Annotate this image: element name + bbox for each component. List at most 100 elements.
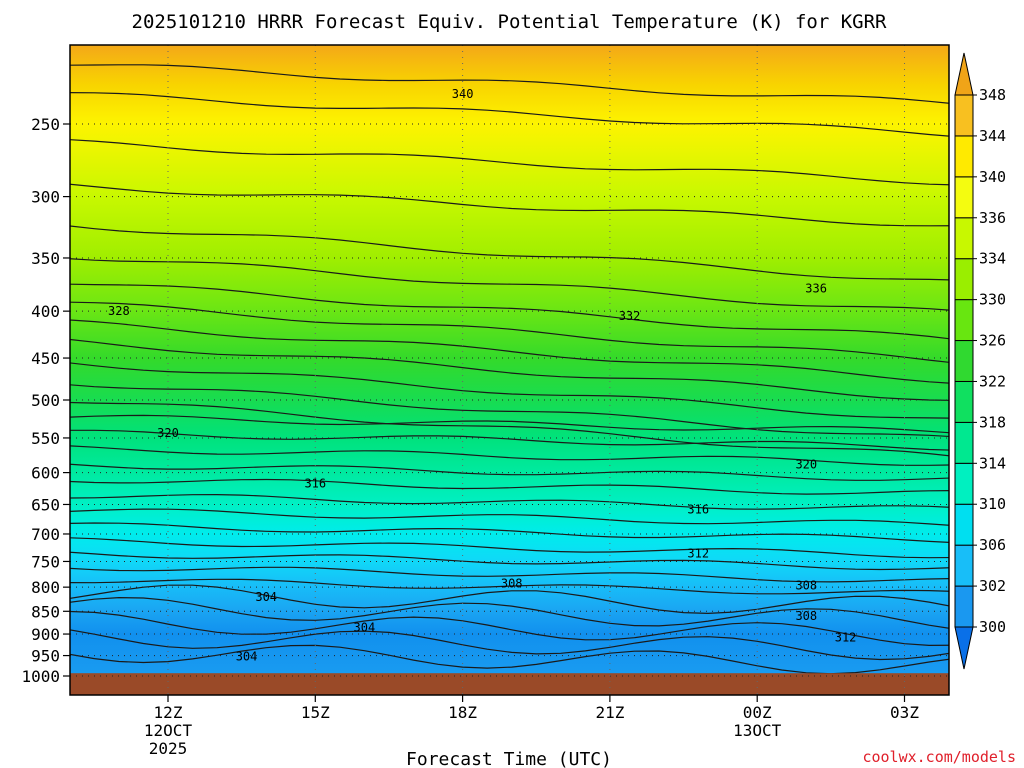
contour-line (70, 429, 949, 451)
colorbar-segment (954, 258, 974, 301)
y-tick-label: 850 (31, 602, 60, 621)
x-tick-label: 15Z (301, 703, 330, 722)
colorbar-segment (954, 380, 974, 423)
colorbar-label: 334 (979, 250, 1006, 268)
contour-label: 308 (795, 609, 817, 623)
contour-line (70, 478, 949, 495)
contour-line (70, 551, 949, 571)
contour-line (70, 258, 949, 311)
contour-line (70, 537, 949, 559)
contour-line (70, 225, 949, 281)
contour-label: 312 (687, 546, 709, 560)
y-tick-label: 350 (31, 249, 60, 268)
contour-line (70, 414, 949, 434)
contour-line (70, 508, 949, 526)
contour-line (70, 92, 949, 137)
contour-labels: 340 336 332 328 320 320 316 316 312 308 308 308 304 3… (108, 87, 857, 663)
x-tick-label: 00Z (743, 703, 772, 722)
colorbar-label: 344 (979, 127, 1006, 145)
y-tick-label: 600 (31, 464, 60, 483)
y-tick-label: 400 (31, 302, 60, 321)
contour-line (70, 362, 949, 419)
contour-line (70, 610, 949, 647)
contour-line (70, 301, 949, 363)
colorbar-segment (954, 503, 974, 546)
y-tick-label: 250 (31, 115, 60, 134)
x-axis-label: Forecast Time (UTC) (406, 749, 612, 768)
colorbar-max-arrow (954, 52, 974, 96)
contour-label: 320 (795, 458, 817, 472)
colorbar-label: 306 (979, 536, 1006, 554)
y-tick-label: 750 (31, 552, 60, 571)
contour-line (70, 596, 949, 629)
contour-line (70, 629, 949, 661)
contour-line (70, 338, 949, 401)
contour-line (70, 183, 949, 227)
contour-line (70, 493, 949, 510)
colorbar-label: 314 (979, 454, 1006, 472)
contour-line (70, 644, 949, 675)
contour-line (70, 522, 949, 543)
y-tick-label: 1000 (21, 667, 60, 686)
contour-label: 304 (354, 620, 376, 634)
y-tick-label: 800 (31, 578, 60, 597)
credit-text[interactable]: coolwx.com/models (862, 748, 1016, 766)
colorbar-segment (954, 217, 974, 260)
colorbar-label: 330 (979, 291, 1006, 309)
x-tick-label: 18Z (448, 703, 477, 722)
contour-line (70, 584, 949, 615)
colorbar-label: 310 (979, 495, 1006, 513)
colorbar-segment (954, 135, 974, 178)
colorbar-segment (954, 421, 974, 464)
contour-line (70, 445, 949, 466)
colorbar-segment (954, 462, 974, 505)
contour-label: 320 (157, 426, 179, 440)
colorbar-segment (954, 299, 974, 342)
contour-label: 312 (835, 631, 857, 645)
contour-label: 308 (795, 579, 817, 593)
colorbar-label: 336 (979, 209, 1006, 227)
contour-label: 304 (236, 649, 258, 663)
contour-line (70, 283, 949, 340)
ground-layer (70, 673, 949, 695)
y-axis: 250 300 350 400 450 500 550 600 650 700 750 800 850 9… (21, 115, 70, 686)
contour-label: 336 (805, 282, 827, 296)
colorbar-segment (954, 544, 974, 587)
y-tick-label: 450 (31, 349, 60, 368)
colorbar-label: 348 (979, 86, 1006, 104)
contour-line (70, 578, 949, 595)
y-tick-label: 300 (31, 188, 60, 207)
x-tick-label: 03Z (890, 703, 919, 722)
x-tick-label: 12OCT (144, 721, 193, 740)
x-tick-label: 13OCT (733, 721, 782, 740)
contour-label: 308 (501, 577, 523, 591)
y-tick-label: 900 (31, 625, 60, 644)
contour-line (70, 64, 949, 104)
chart-title: 2025101210 HRRR Forecast Equiv. Potentia… (132, 11, 888, 33)
contour-line (70, 139, 949, 186)
colorbar-label: 302 (979, 577, 1006, 595)
contour-label: 316 (304, 477, 326, 491)
y-tick-label: 650 (31, 495, 60, 514)
colorbar-segment (954, 94, 974, 137)
colorbar-label: 340 (979, 168, 1006, 186)
contour-line (70, 401, 949, 457)
plot-frame (69, 44, 950, 696)
y-tick-label: 550 (31, 429, 60, 448)
colorbar-label: 318 (979, 413, 1006, 431)
gridlines (70, 45, 949, 695)
plot-area: 340 336 332 328 320 320 316 316 312 308 308 308 304 3… (70, 45, 949, 695)
y-tick-label: 500 (31, 391, 60, 410)
y-tick-label: 950 (31, 647, 60, 666)
contour-line (70, 566, 949, 583)
colorbar-segment (954, 340, 974, 382)
contour-line (70, 463, 949, 481)
colorbar-label: 322 (979, 372, 1006, 390)
contour-line (70, 319, 949, 384)
colorbar: 300 302 306 310 314 318 322 326 330 334 336 340 344 3… (954, 52, 1006, 670)
contour-label: 340 (452, 87, 474, 101)
contour-line (70, 384, 949, 438)
contour-label: 316 (687, 502, 709, 516)
